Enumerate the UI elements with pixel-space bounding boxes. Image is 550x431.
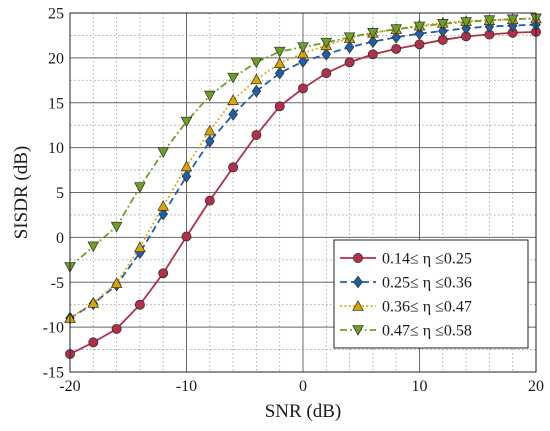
legend-marker [353,275,363,289]
data-point [250,57,263,69]
data-point [110,277,123,288]
legend-item: 0.47≤ η ≤0.58 [340,323,472,340]
y-axis-title: SISDR (dB) [11,146,32,239]
legend-item: 0.36≤ η ≤0.47 [340,299,472,316]
data-point [321,47,332,61]
data-point [391,30,401,44]
legend-label: 0.14≤ η ≤0.25 [382,251,472,268]
tick-labels: -20 -10 0 10 20 -15 -10 -5 0 5 10 15 20 25 [43,6,544,396]
legend-item: 0.14≤ η ≤0.25 [340,251,472,268]
data-point [414,39,425,50]
data-point [158,268,169,279]
data-point [298,55,308,68]
data-point [204,90,216,102]
legend-marker [352,325,364,336]
data-point [111,323,122,334]
y-tick-label: -5 [51,275,64,292]
data-point [180,160,193,172]
data-point [87,296,100,308]
data-point [320,37,333,49]
data-point [180,116,193,128]
data-point [343,32,356,44]
data-point [367,27,379,39]
data-point [368,35,378,49]
data-point [483,15,496,27]
y-tick-label: -10 [43,320,64,337]
data-point [321,68,332,79]
legend-marker [352,300,364,311]
data-point [227,94,239,105]
y-tick-label: -15 [43,365,64,382]
y-tick-label: 25 [48,6,64,23]
data-point [204,124,216,136]
plot-frame [69,12,537,373]
data-point [391,43,402,54]
data-point [87,241,100,253]
series-layer [64,12,542,359]
data-point [157,147,169,159]
legend-item: 0.25≤ η ≤0.36 [340,275,472,292]
data-point [273,46,286,58]
data-point [157,200,169,211]
y-tick-label: 15 [48,95,64,112]
data-point [228,162,239,173]
data-point [251,84,262,98]
data-point [274,66,285,80]
y-tick-label: 20 [48,50,64,67]
legend: 0.14≤ η ≤0.25 0.25≤ η ≤0.36 0.36≤ η ≤0.47 0… [333,239,529,349]
data-point [250,73,263,85]
data-point [205,134,215,148]
data-point [438,24,448,38]
x-axis-title: SNR (dB) [265,401,342,422]
data-point [88,337,99,348]
data-point [460,17,472,28]
data-point [251,130,262,141]
data-point [437,19,449,30]
y-tick-label: 10 [48,140,64,157]
x-tick-label: 0 [299,378,307,395]
data-point [274,101,285,112]
data-point [344,40,355,54]
data-point [181,231,192,242]
data-point [134,299,145,310]
legend-label: 0.47≤ η ≤0.58 [382,323,472,340]
data-point [297,42,309,54]
data-point [298,83,308,94]
data-point [344,57,355,68]
data-point [413,21,426,33]
y-tick-label: 0 [56,230,64,247]
series-4 [64,13,542,273]
data-point [227,72,239,84]
legend-label: 0.36≤ η ≤0.47 [382,299,472,316]
legend-label: 0.25≤ η ≤0.36 [382,275,472,292]
data-point [110,221,123,233]
series-line [69,17,537,319]
data-point [414,27,425,41]
x-tick-label: -20 [59,378,80,395]
x-tick-label: -10 [176,378,197,395]
data-point [390,24,402,36]
data-point [367,49,378,60]
series-1 [65,26,541,359]
data-point [204,195,215,206]
data-point [134,182,146,194]
x-tick-label: 20 [528,378,544,395]
x-tick-label: 10 [412,378,428,395]
data-point [228,108,238,121]
data-point [134,241,146,253]
y-tick-label: 5 [56,185,64,202]
data-point [273,57,286,69]
data-point [181,169,192,183]
data-point [506,14,519,26]
legend-marker [353,253,363,263]
